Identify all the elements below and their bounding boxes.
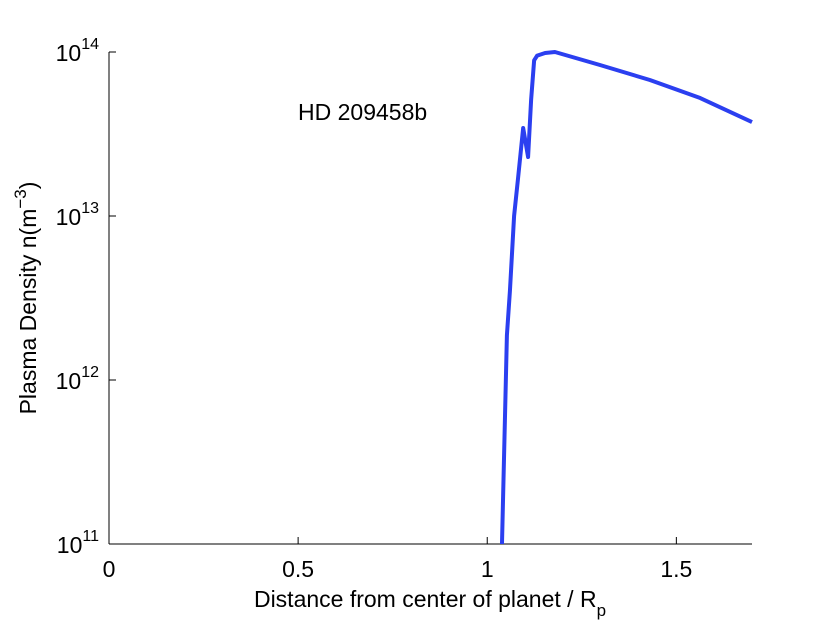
x-label-text: Distance from center of planet / R bbox=[254, 586, 597, 612]
y-label-sup: −3 bbox=[11, 189, 30, 208]
y-label-end: ) bbox=[15, 182, 41, 190]
y-tick-exp: 11 bbox=[82, 528, 99, 545]
y-tick-exp: 14 bbox=[81, 36, 99, 53]
y-tick-label: 1014 bbox=[56, 36, 99, 66]
y-tick-label: 1011 bbox=[57, 528, 99, 558]
y-tick-label: 1013 bbox=[56, 200, 99, 230]
y-tick-exp: 13 bbox=[81, 200, 99, 217]
x-tick-label: 1.5 bbox=[660, 556, 692, 582]
y-tick-exp: 12 bbox=[81, 364, 99, 381]
x-tick-label: 0 bbox=[103, 556, 116, 582]
x-tick-label: 0.5 bbox=[282, 556, 314, 582]
y-tick-base: 10 bbox=[57, 532, 83, 558]
x-label-sub: p bbox=[597, 601, 606, 620]
y-tick-base: 10 bbox=[56, 204, 82, 230]
y-tick-label: 1012 bbox=[56, 364, 99, 394]
y-label-text: Plasma Density n(m bbox=[15, 209, 41, 415]
x-axis-label: Distance from center of planet / Rp bbox=[254, 586, 606, 620]
y-axis-label: Plasma Density n(m−3) bbox=[11, 182, 41, 415]
y-tick-base: 10 bbox=[56, 368, 82, 394]
y-tick-base: 10 bbox=[56, 40, 82, 66]
data-line bbox=[499, 50, 753, 545]
x-tick-label: 1 bbox=[481, 556, 494, 582]
annotation: HD 209458b bbox=[298, 99, 427, 125]
